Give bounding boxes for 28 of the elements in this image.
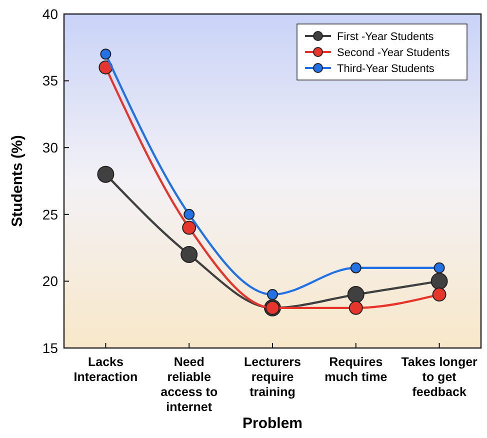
x-tick-label: Takes longer to get feedback <box>401 355 478 399</box>
point <box>267 289 278 300</box>
point <box>182 220 196 235</box>
point <box>180 246 198 263</box>
point <box>434 262 445 274</box>
x-tick-label: Lecturers require training <box>244 355 302 399</box>
x-tick-label: Need reliable access to internet <box>160 355 218 414</box>
y-tick-label: 35 <box>42 72 58 89</box>
point <box>350 262 362 274</box>
point <box>348 300 363 315</box>
legend-label: Third-Year Students <box>337 62 435 75</box>
y-tick-label: 20 <box>42 273 58 290</box>
y-axis-title: Students (%) <box>9 135 26 227</box>
y-tick-label: 30 <box>42 140 58 156</box>
y-tick-label: 40 <box>42 6 58 22</box>
point <box>184 208 195 220</box>
y-tick-label: 15 <box>42 340 58 356</box>
x-axis-title: Problem <box>242 415 303 432</box>
x-tick-label: Requires much time <box>324 355 388 384</box>
point <box>347 286 364 304</box>
point <box>100 48 112 60</box>
point <box>97 166 114 183</box>
point <box>430 272 448 290</box>
y-tick-label: 25 <box>42 206 58 222</box>
legend-label: First -Year Students <box>337 30 434 43</box>
legend-label: Second -Year Students <box>337 46 450 59</box>
x-tick-label: Lacks Interaction <box>74 355 138 384</box>
point <box>432 288 446 302</box>
